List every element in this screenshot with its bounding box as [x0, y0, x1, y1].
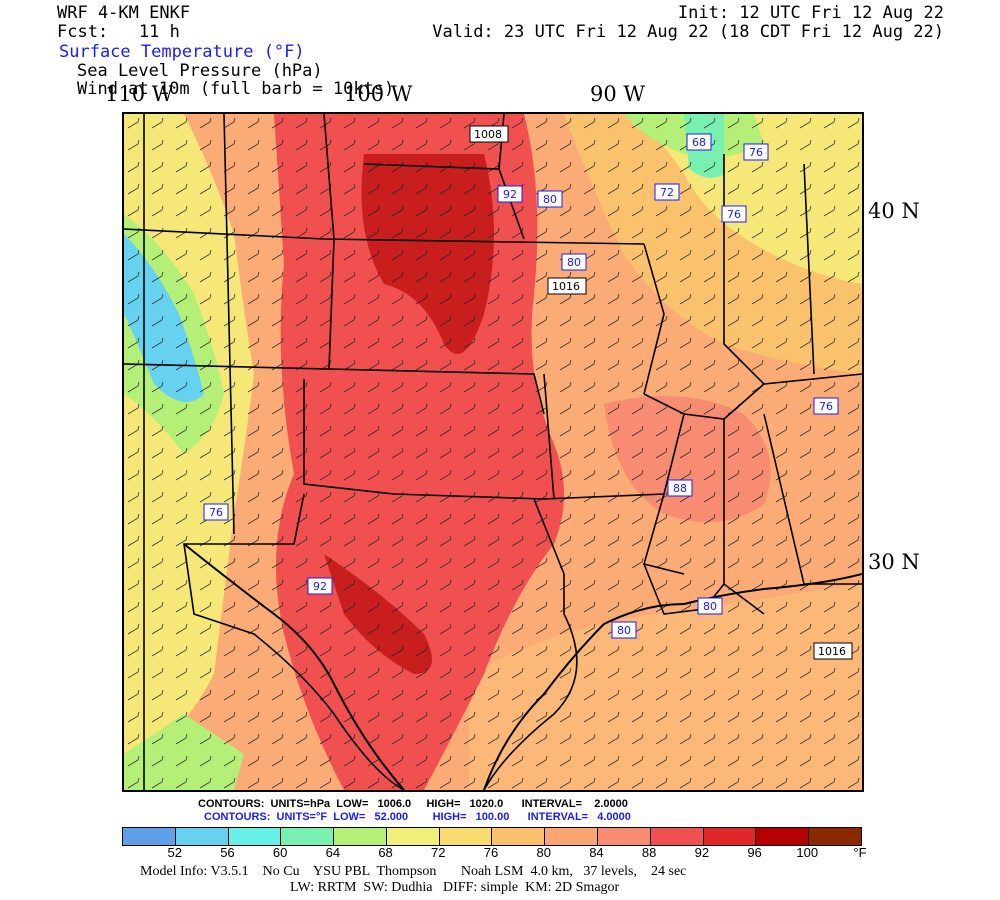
colorbar-swatch: [385, 828, 439, 845]
temp-box-label: 76: [209, 506, 223, 519]
colorbar-tick-label: 88: [641, 845, 657, 860]
colorbar-swatch: [227, 828, 281, 845]
colorbar-swatch: [544, 828, 598, 845]
colorbar-swatch: [702, 828, 756, 845]
temp-box-label: 72: [660, 186, 674, 199]
colorbar-tick-label: 68: [378, 845, 393, 860]
colorbar-tick-label: 76: [483, 845, 499, 860]
colorbar-tick-label: 96: [747, 845, 762, 860]
field-temperature: Surface Temperature (°F): [59, 42, 305, 62]
temp-box-label: 68: [692, 136, 706, 149]
lon-label-90w: 90 W: [590, 82, 645, 106]
state-borders: [124, 114, 862, 790]
colorbar-swatch: [755, 828, 809, 845]
temp-box-label: 80: [617, 624, 631, 637]
temp-label-boxes: 68 76 72 76 92 80 80 76 88 92 76 80 80: [203, 133, 839, 639]
map-svg: 68 76 72 76 92 80 80 76 88 92 76 80 80 1…: [124, 114, 862, 790]
colorbar-unit: °F: [853, 845, 867, 860]
pressure-box-label: 1008: [474, 128, 502, 141]
temp-box-label: 76: [749, 146, 763, 159]
temperature-contour-info: CONTOURS: UNITS=°F LOW= 52.000 HIGH= 100…: [204, 811, 631, 823]
temp-box-label: 80: [567, 256, 581, 269]
model-info-line1: Model Info: V3.5.1 No Cu YSU PBL Thompso…: [140, 864, 687, 879]
colorbar-tick-label: 72: [431, 845, 446, 860]
lon-label-110w: 110 W: [105, 82, 174, 106]
colorbar-swatch: [438, 828, 492, 845]
lat-label-30n: 30 N: [868, 550, 920, 574]
lat-label-40n: 40 N: [868, 199, 920, 223]
colorbar-swatch: [491, 828, 545, 845]
temperature-colorbar: [122, 827, 862, 846]
colorbar-tick-label: 100: [796, 845, 819, 860]
colorbar-swatch: [597, 828, 650, 845]
colorbar-swatch: [174, 828, 228, 845]
colorbar-tick-label: 52: [167, 845, 182, 860]
init-time: Init: 12 UTC Fri 12 Aug 22: [677, 3, 944, 23]
valid-time: Valid: 23 UTC Fri 12 Aug 22 (18 CDT Fri …: [432, 22, 944, 42]
gulf-coastline: [483, 573, 862, 790]
colorbar-tick-label: 64: [325, 845, 341, 860]
forecast-hour: Fcst: 11 h: [57, 23, 180, 42]
colorbar-tick-label: 80: [536, 845, 551, 860]
field-pressure: Sea Level Pressure (hPa): [77, 61, 323, 81]
fcst-value: 11 h: [138, 22, 180, 42]
colorbar-tick-label: 84: [589, 845, 604, 860]
colorbar-swatch: [280, 828, 334, 845]
pressure-box-label: 1016: [818, 645, 846, 658]
temp-box-label: 76: [727, 208, 741, 221]
colorbar-swatch: [333, 828, 386, 845]
mexico-border: [183, 543, 405, 790]
colorbar-tick-label: 92: [694, 845, 710, 860]
model-info-line2: LW: RRTM SW: Dudhia DIFF: simple KM: 2D …: [290, 880, 620, 895]
model-name: WRF 4-KM ENKF: [57, 3, 191, 23]
colorbar-tick-label: 60: [272, 845, 288, 860]
temp-box-label: 80: [703, 600, 717, 613]
field-wind: Wind at 10m (full barb = 10kts): [77, 79, 395, 99]
wind-barbs: [124, 114, 862, 790]
fcst-label: Fcst:: [57, 22, 109, 42]
lon-label-100w: 100 W: [344, 82, 413, 106]
temp-box-label: 76: [819, 400, 833, 413]
weather-map: 68 76 72 76 92 80 80 76 88 92 76 80 80 1…: [122, 112, 864, 792]
colorbar-tick-label: 56: [220, 845, 235, 860]
pressure-contour-info: CONTOURS: UNITS=hPa LOW= 1006.0 HIGH= 10…: [198, 798, 628, 810]
temp-box-label: 92: [503, 188, 517, 201]
pressure-box-label: 1016: [552, 280, 580, 293]
temp-box-label: 88: [673, 482, 687, 495]
temp-box-label: 80: [543, 193, 557, 206]
temp-box-label: 92: [313, 580, 327, 593]
colorbar-swatch: [808, 828, 861, 845]
colorbar-swatch: [123, 828, 175, 845]
colorbar-swatch: [649, 828, 703, 845]
pressure-label-boxes: 1008 1016 1016: [469, 125, 853, 660]
